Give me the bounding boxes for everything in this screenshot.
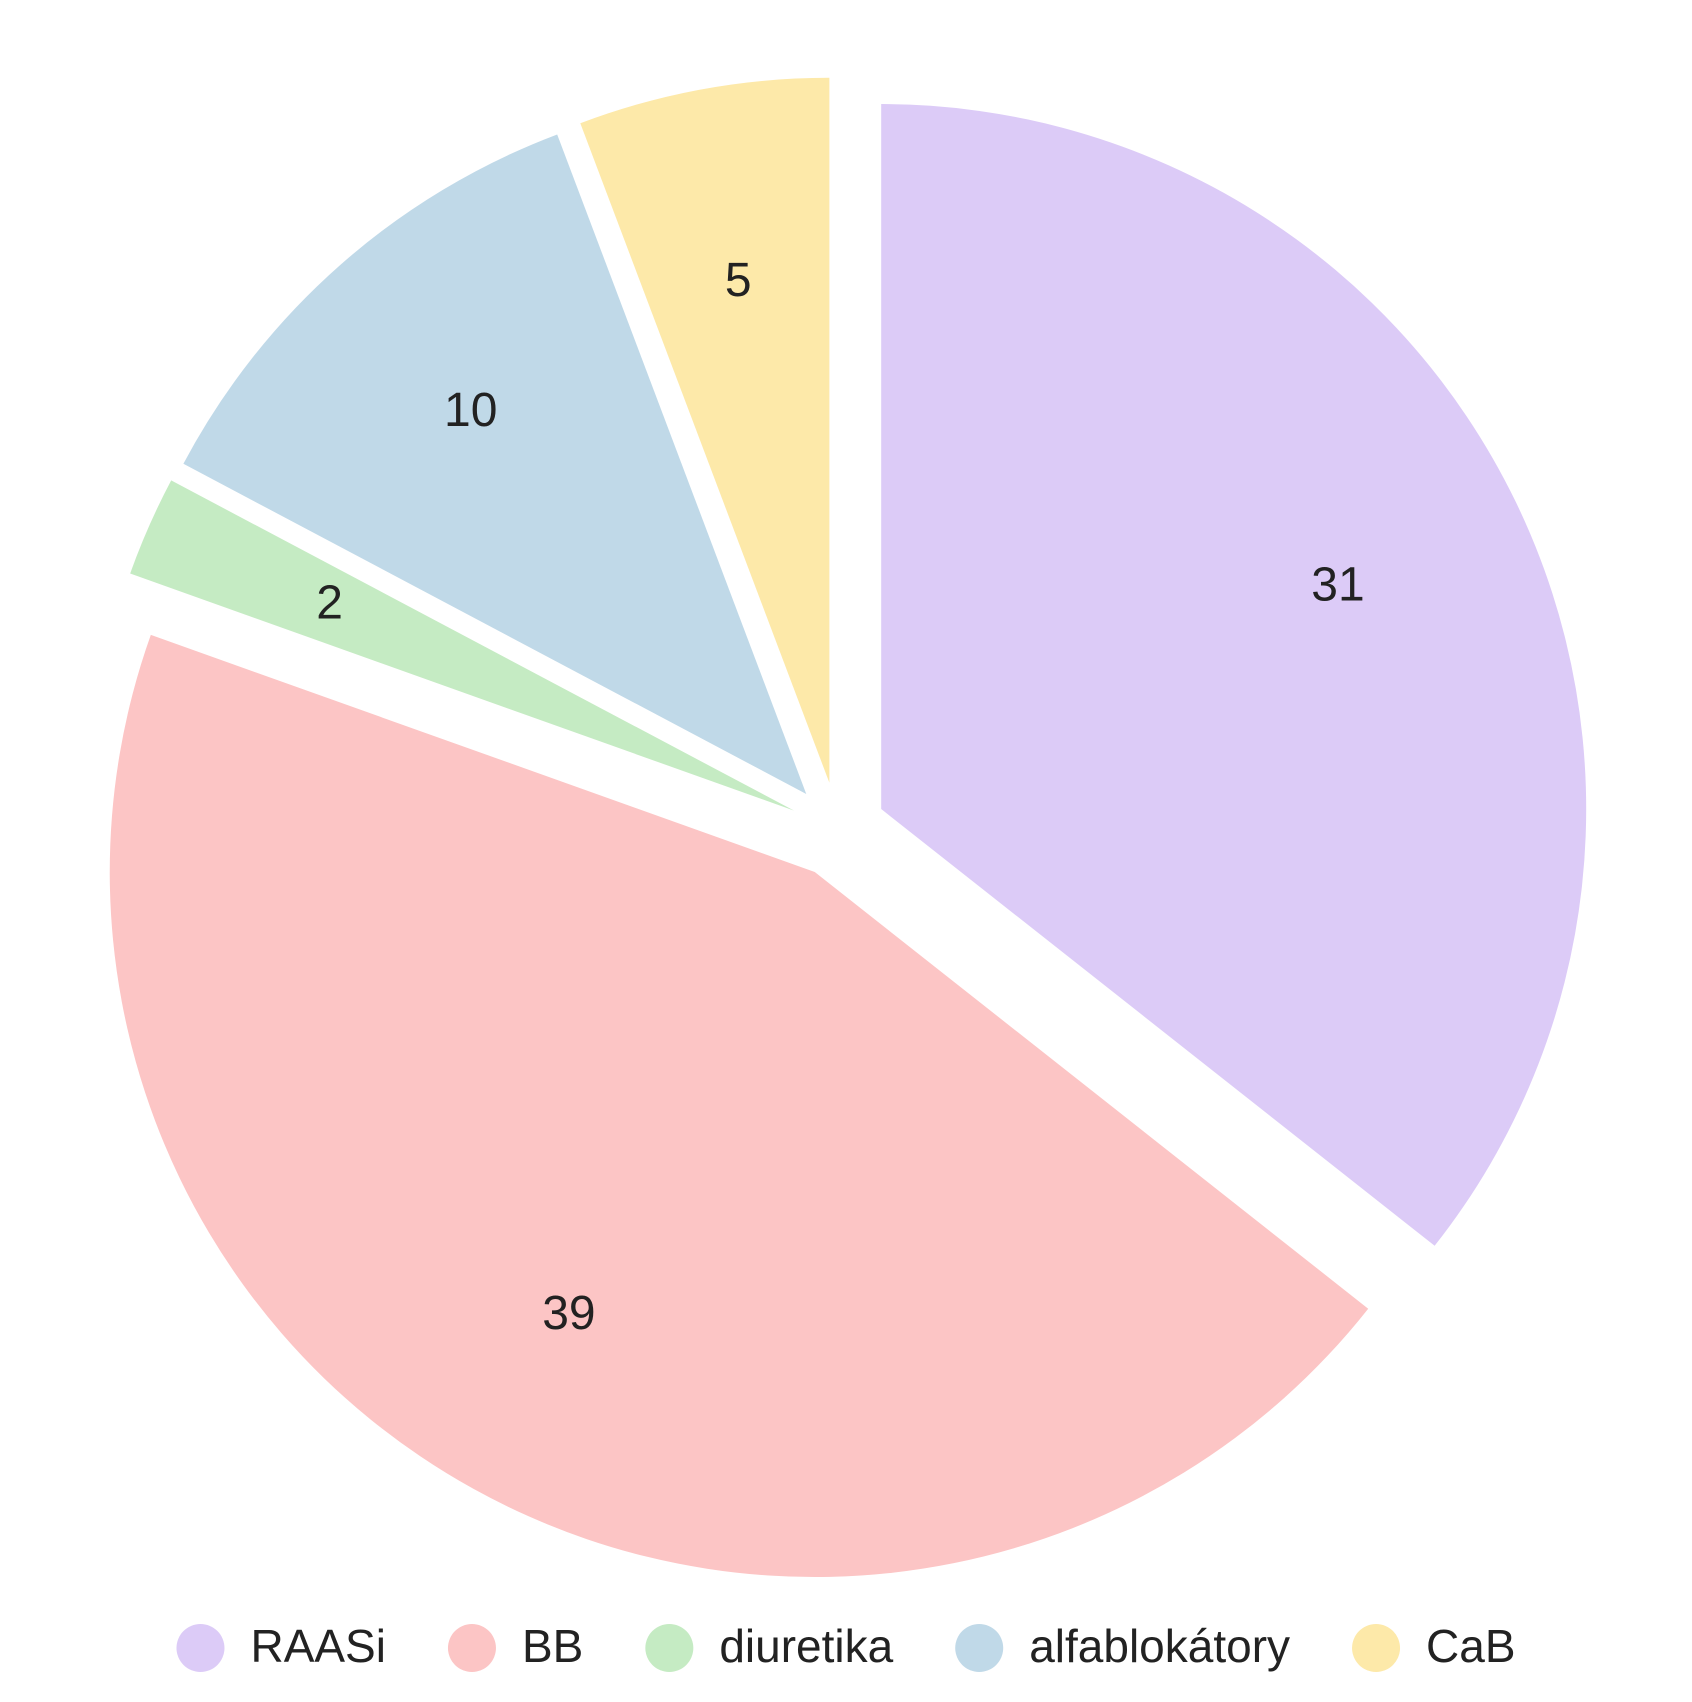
legend-marker xyxy=(1352,1624,1401,1672)
legend-marker xyxy=(955,1624,1004,1672)
pie-slice xyxy=(580,77,830,783)
slice-label: 31 xyxy=(1311,558,1364,611)
legend-label: CaB xyxy=(1426,1620,1515,1672)
slice-label: 2 xyxy=(316,577,343,630)
pie-slice xyxy=(130,480,795,811)
legend-label: RAASi xyxy=(250,1620,385,1672)
slice-label: 5 xyxy=(725,254,752,307)
legend-marker xyxy=(447,1624,496,1672)
pie-slice xyxy=(109,634,1369,1577)
legend-marker xyxy=(645,1624,694,1672)
legend-label: diuretika xyxy=(719,1620,893,1672)
pie-slice xyxy=(881,104,1587,1246)
legend-label: BB xyxy=(522,1620,583,1672)
pie-slice xyxy=(183,134,807,794)
slice-label: 10 xyxy=(444,384,497,437)
legend-marker xyxy=(176,1624,225,1672)
slice-label: 39 xyxy=(542,1287,595,1340)
legend-label: alfablokátory xyxy=(1029,1620,1290,1672)
